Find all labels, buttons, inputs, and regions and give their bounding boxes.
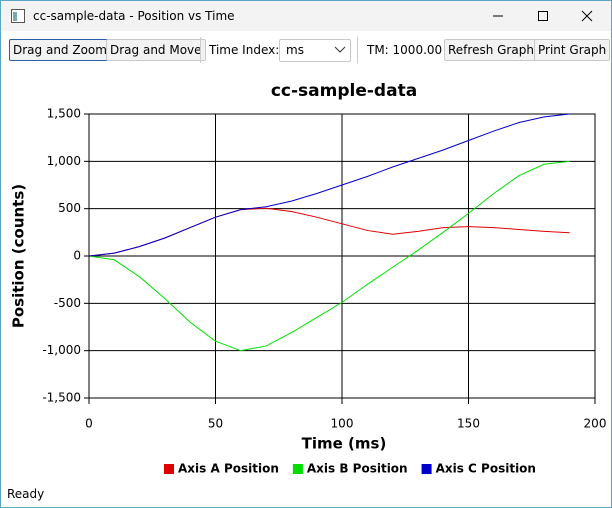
y-tick-label: 0 — [73, 249, 81, 263]
x-tick-label: 100 — [331, 417, 354, 431]
time-index-label: Time Index: — [209, 43, 280, 57]
close[interactable] — [581, 10, 593, 22]
x-tick-label: 200 — [584, 417, 607, 431]
x-tick-label: 150 — [457, 417, 480, 431]
app-icon — [11, 9, 25, 23]
y-tick-label: -1,000 — [42, 343, 81, 357]
x-axis-label: Time (ms) — [302, 435, 387, 453]
title-bar: cc-sample-data - Position vs Time — [1, 1, 611, 31]
legend-label: Axis B Position — [307, 462, 408, 476]
y-tick-label: -1,500 — [42, 391, 81, 405]
print-button[interactable]: Print Graph — [534, 39, 611, 61]
x-tick-label: 0 — [85, 417, 93, 431]
y-tick-label: 1,000 — [47, 154, 81, 168]
window-title: cc-sample-data - Position vs Time — [33, 9, 235, 23]
window-controls[interactable] — [481, 1, 611, 31]
drag-move-button[interactable]: Drag and Move — [106, 39, 206, 61]
time-index-combo[interactable]: ms — [279, 39, 351, 62]
x-tick-label: 50 — [208, 417, 223, 431]
chart-title: cc-sample-data — [271, 81, 417, 101]
y-tick-label: -500 — [54, 296, 81, 310]
refresh-button[interactable]: Refresh Graph — [444, 39, 538, 61]
combo-value: ms — [286, 43, 304, 57]
maximize[interactable] — [538, 11, 548, 21]
legend-label: Axis C Position — [436, 462, 536, 476]
legend-marker — [421, 464, 432, 474]
separator — [200, 37, 201, 63]
y-tick-label: 500 — [58, 201, 81, 215]
status-bar: Ready — [7, 487, 45, 501]
y-tick-label: 1,500 — [47, 107, 81, 121]
separator — [357, 37, 358, 63]
legend-marker — [292, 464, 303, 474]
drag-zoom-button[interactable]: Drag and Zoom — [9, 39, 111, 61]
legend-marker — [164, 464, 175, 474]
combo-arrow — [334, 46, 346, 53]
series-line — [88, 160, 570, 352]
chart: cc-sample-data Time (ms) Position (count… — [10, 81, 607, 476]
tm-label: TM: 1000.00 — [367, 43, 443, 57]
y-axis-label: Position (counts) — [10, 184, 28, 328]
series-line — [88, 113, 570, 257]
legend-label: Axis A Position — [178, 462, 279, 476]
